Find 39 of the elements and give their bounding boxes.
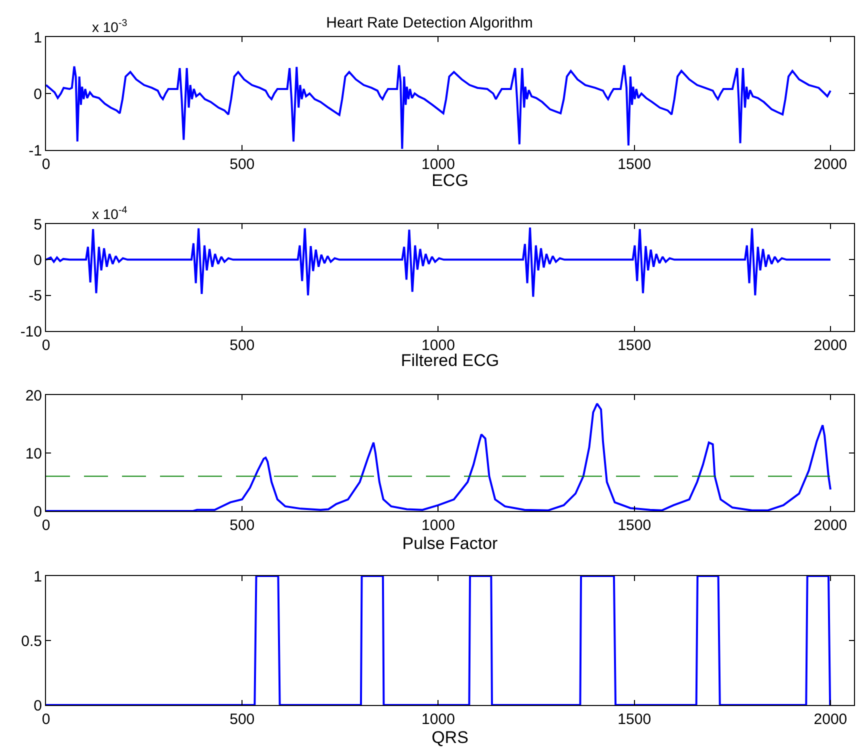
y-tick-label: 0	[34, 697, 42, 714]
x-tick-label: 1500	[618, 517, 652, 534]
text: x 10$^{-4}$	[92, 205, 128, 222]
x-tick-label: 2000	[814, 156, 848, 173]
x-axis-title: QRS	[432, 728, 468, 747]
text: x 10$^{-3}$	[92, 18, 128, 35]
x-tick-label: 2000	[814, 711, 848, 728]
y-tick-label: 5	[34, 216, 42, 234]
y-tick-label: 0.5	[21, 632, 42, 650]
line-series	[46, 64, 832, 150]
x-axis-title: Filtered ECG	[400, 351, 500, 370]
x-tick-label: 1500	[618, 711, 652, 728]
y-tick-label: 10	[25, 445, 42, 462]
x-tick-label: 1500	[618, 337, 652, 354]
y-tick-label: -5	[28, 288, 42, 305]
x-tick-label: 1000	[422, 337, 455, 354]
x-tick-label: 2000	[814, 517, 848, 534]
x-tick-label: 1500	[618, 156, 652, 173]
y-tick-label: 0	[34, 86, 42, 103]
x-axis-title: Pulse Factor	[402, 534, 498, 553]
x-tick-label: 2000	[814, 337, 848, 354]
x-tick-label: 1000	[422, 711, 455, 728]
y-tick-label: -1	[28, 142, 42, 160]
x-tick-label: 500	[230, 337, 255, 354]
y-tick-label: 1	[34, 568, 42, 586]
x-tick-label: 500	[230, 711, 255, 728]
x-axis-title: ECG	[432, 171, 468, 190]
y-tick-label: 20	[25, 387, 42, 404]
x-tick-label: 500	[230, 156, 255, 173]
x-tick-label: 500	[230, 517, 255, 534]
chart-title: Heart Rate Detection Algorithm	[326, 14, 533, 32]
y-tick-label: 1	[34, 29, 42, 46]
line-series	[46, 402, 832, 511]
y-tick-label: 0	[34, 252, 42, 269]
y-tick-label: -10	[20, 323, 42, 340]
x-tick-label: 1000	[422, 517, 455, 534]
line-series	[46, 226, 832, 298]
y-tick-label: 0	[34, 503, 42, 520]
x-tick-label: 1000	[422, 156, 455, 173]
